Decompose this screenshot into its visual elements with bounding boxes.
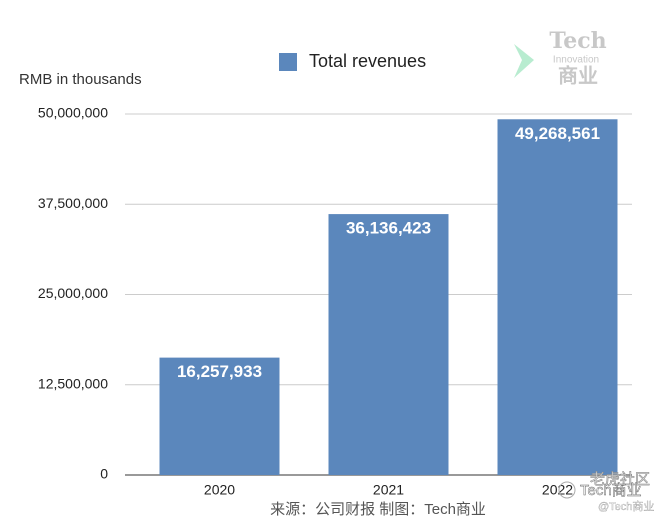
y-tick-label: 0 (100, 466, 108, 482)
source: 来源：公司财报 制图：Tech商业 (270, 501, 486, 518)
y-tick-label: 37,500,000 (38, 195, 108, 211)
y-tick-label: 50,000,000 (38, 105, 108, 121)
watermark-main: Tech商业 (580, 482, 642, 499)
bar (328, 214, 449, 475)
bar (497, 119, 618, 475)
watermark-top: 老虎社区 (590, 471, 650, 488)
logo-icon (514, 44, 534, 78)
x-tick-label: 2022 (542, 482, 573, 498)
value-label: 16,257,933 (177, 362, 262, 381)
y-axis-label: RMB in thousands (19, 71, 142, 88)
legend-label: Total revenues (309, 51, 426, 71)
value-label: 36,136,423 (346, 219, 431, 238)
value-label: 49,268,561 (515, 124, 600, 143)
watermark-icon (558, 481, 576, 499)
y-tick-label: 12,500,000 (38, 375, 108, 391)
bar (159, 357, 280, 475)
logo-title: Tech (549, 28, 606, 54)
logo-subtitle: Innovation (553, 55, 599, 66)
logo-cn: 商业 (558, 63, 598, 87)
x-tick-label: 2021 (373, 482, 404, 498)
y-tick-label: 25,000,000 (38, 285, 108, 301)
legend-swatch (279, 53, 297, 71)
x-tick-label: 2020 (204, 482, 235, 498)
watermark-bottom: @Tech商业 (598, 499, 654, 513)
